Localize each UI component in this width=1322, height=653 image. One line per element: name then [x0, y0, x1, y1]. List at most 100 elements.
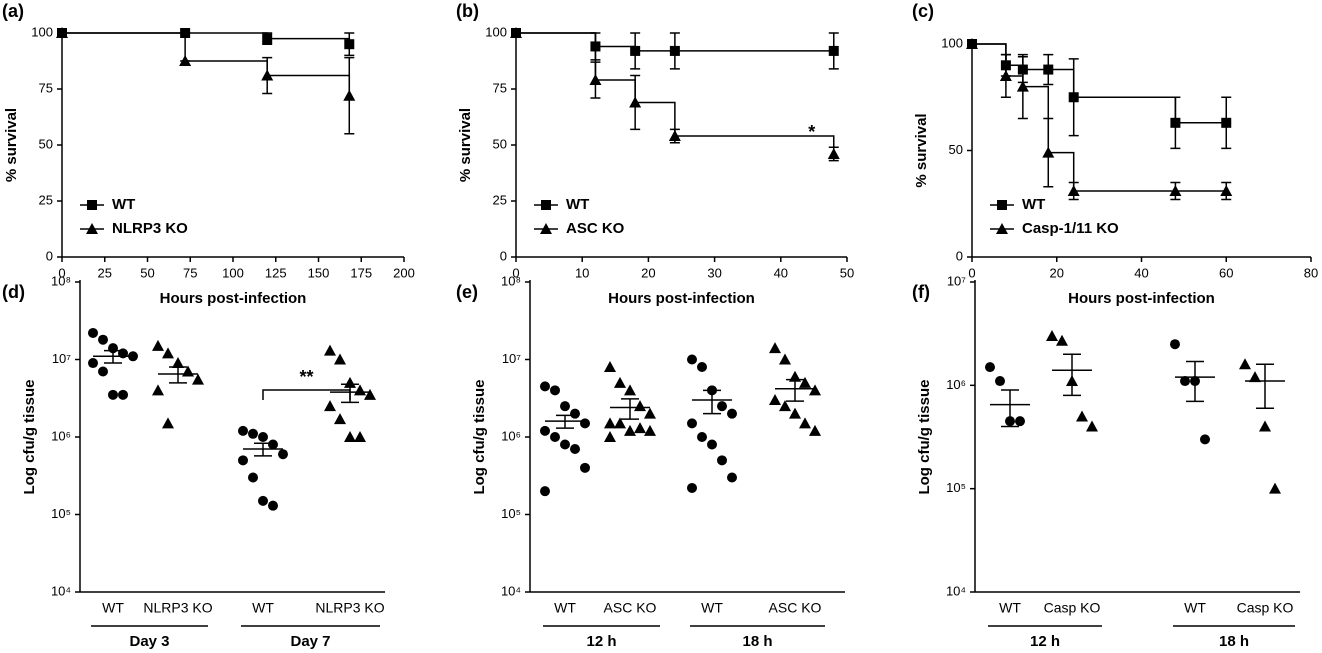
- x-tick-label: 0: [58, 265, 65, 280]
- panel-label: (d): [2, 282, 25, 302]
- x-tick-label: WT: [999, 600, 1021, 616]
- marker: [1076, 410, 1088, 422]
- marker: [118, 389, 128, 400]
- y-tick-label: 10⁴: [501, 583, 521, 598]
- y-tick-label: 10⁶: [501, 428, 521, 443]
- y-tick-label: 10⁷: [52, 351, 71, 366]
- marker: [687, 418, 697, 429]
- marker: [248, 428, 258, 439]
- legend-marker: [996, 223, 1008, 234]
- x-tick-label: 175: [350, 265, 372, 280]
- marker: [828, 45, 839, 56]
- marker: [779, 353, 791, 365]
- x-tick-label: WT: [701, 600, 723, 616]
- significance-bracket: [262, 389, 351, 400]
- x-tick-label: Casp KO: [1237, 600, 1294, 616]
- sem-bar: [254, 442, 272, 457]
- marker: [1046, 330, 1058, 342]
- legend-label: ASC KO: [566, 220, 625, 237]
- x-tick-label: WT: [1184, 600, 1206, 616]
- marker: [1016, 80, 1029, 92]
- group-label: 12 h: [586, 633, 616, 650]
- marker: [258, 432, 268, 442]
- y-tick-label: 10⁴: [51, 583, 71, 598]
- marker: [262, 33, 273, 44]
- legend-label: Casp-1/11 KO: [1022, 220, 1119, 237]
- x-tick-label: Casp KO: [1044, 600, 1101, 616]
- marker: [604, 431, 616, 442]
- marker: [1068, 92, 1079, 103]
- marker: [268, 439, 278, 450]
- legend-marker: [87, 200, 97, 210]
- marker: [1170, 339, 1180, 350]
- marker: [614, 417, 626, 429]
- x-tick-label: 50: [140, 265, 154, 280]
- marker: [540, 425, 550, 436]
- marker: [324, 400, 336, 412]
- marker: [644, 424, 656, 436]
- marker: [1015, 416, 1025, 427]
- marker: [179, 55, 192, 66]
- x-tick-label: 75: [183, 265, 197, 280]
- y-tick-label: 50: [39, 136, 53, 151]
- marker: [697, 432, 707, 442]
- marker: [108, 389, 118, 400]
- legend-label: WT: [112, 196, 135, 213]
- y-tick-label: 75: [493, 80, 507, 95]
- marker: [192, 373, 204, 385]
- marker: [152, 339, 164, 351]
- legend-marker: [997, 200, 1007, 210]
- sem-bar: [1001, 389, 1019, 428]
- sem-bar: [1063, 353, 1081, 397]
- marker: [634, 400, 646, 412]
- y-tick-label: 100: [941, 35, 963, 50]
- marker: [589, 74, 602, 86]
- marker: [238, 425, 248, 436]
- marker: [354, 384, 366, 396]
- x-tick-label: 125: [265, 265, 287, 280]
- marker: [540, 381, 550, 392]
- survival-line: [62, 32, 351, 96]
- x-tick-label: 100: [222, 265, 244, 280]
- y-tick-label: 10⁶: [946, 377, 966, 392]
- y-tick-label: 0: [46, 248, 53, 263]
- marker: [1180, 376, 1190, 387]
- group-label: 18 h: [1219, 633, 1249, 650]
- marker: [668, 130, 681, 142]
- marker: [727, 408, 737, 419]
- marker: [580, 418, 590, 429]
- marker: [644, 407, 656, 419]
- marker: [799, 417, 811, 429]
- x-tick-label: WT: [554, 600, 576, 616]
- marker: [258, 495, 268, 506]
- marker: [717, 455, 727, 466]
- marker: [789, 407, 801, 419]
- x-tick-label: 0: [968, 265, 975, 280]
- marker: [98, 366, 108, 377]
- marker: [1170, 117, 1181, 128]
- marker: [162, 417, 174, 429]
- y-tick-label: 25: [39, 192, 53, 207]
- marker: [344, 39, 355, 50]
- sem-bar: [1186, 360, 1204, 403]
- marker: [985, 362, 995, 373]
- marker: [1169, 184, 1182, 196]
- marker: [354, 431, 366, 442]
- marker: [809, 384, 821, 396]
- marker: [697, 362, 707, 373]
- x-tick-label: NLRP3 KO: [315, 600, 384, 616]
- group-label: 18 h: [742, 633, 772, 650]
- x-tick-label: 25: [98, 265, 112, 280]
- marker: [1086, 420, 1098, 432]
- x-tick-label: 20: [641, 265, 655, 280]
- legend-label: WT: [1022, 196, 1045, 213]
- marker: [343, 89, 356, 101]
- y-tick-label: 10⁵: [501, 506, 521, 521]
- y-axis-label: Log cfu/g tissue: [916, 379, 933, 494]
- x-tick-label: 50: [840, 265, 854, 280]
- marker: [334, 413, 346, 425]
- x-tick-label: 200: [393, 265, 415, 280]
- legend-label: WT: [566, 196, 589, 213]
- y-tick-label: 100: [31, 24, 53, 39]
- legend-label: NLRP3 KO: [112, 220, 188, 237]
